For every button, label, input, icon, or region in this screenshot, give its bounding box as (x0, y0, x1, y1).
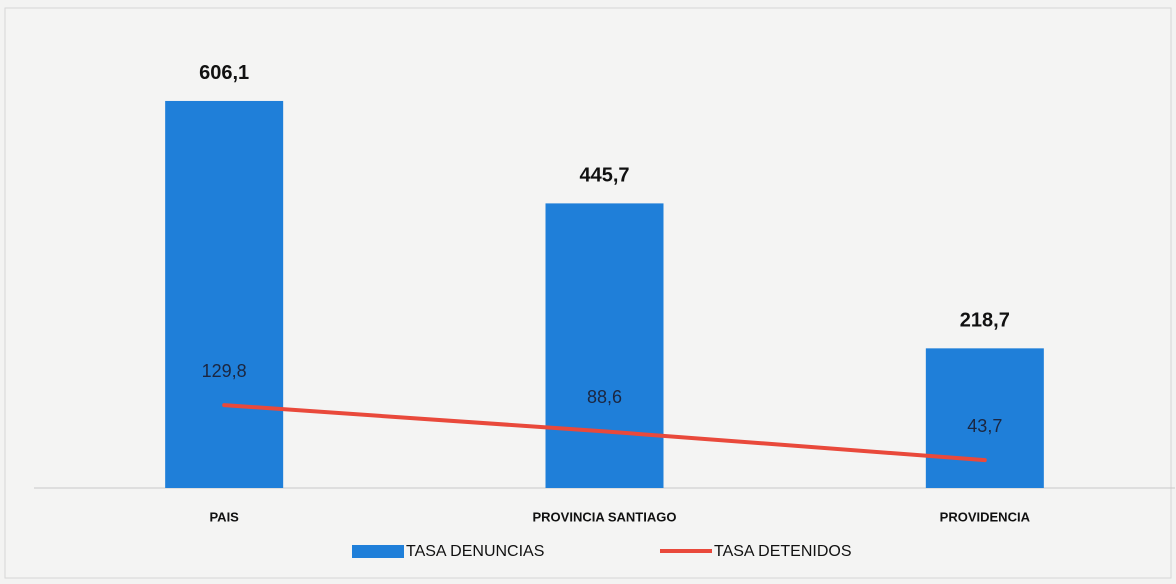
line-value-label: 88,6 (587, 387, 622, 407)
bar-value-label: 445,7 (579, 165, 629, 187)
legend-label: TASA DENUNCIAS (406, 543, 544, 560)
line-value-label: 129,8 (202, 361, 247, 381)
line-value-label: 43,7 (967, 416, 1002, 436)
legend-swatch (352, 545, 404, 558)
legend-label: TASA DETENIDOS (714, 543, 852, 560)
x-tick-label: PROVINCIA SANTIAGO (533, 509, 677, 524)
bar (925, 348, 1044, 488)
bar (545, 203, 664, 488)
bar-value-label: 606,1 (199, 62, 249, 84)
x-tick-label: PROVIDENCIA (940, 509, 1031, 524)
bar (165, 100, 284, 489)
x-tick-label: PAIS (209, 509, 239, 524)
bar-value-label: 218,7 (960, 310, 1010, 332)
line (222, 403, 987, 463)
